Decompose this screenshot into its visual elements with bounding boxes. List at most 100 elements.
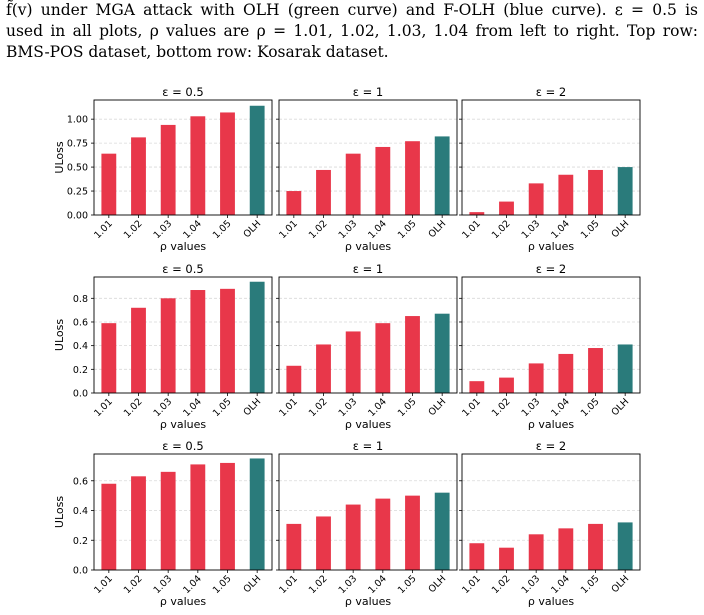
x-axis-label: ρ values xyxy=(528,418,575,431)
subplot-title: ε = 1 xyxy=(353,85,383,99)
subplot-title: ε = 0.5 xyxy=(162,85,203,99)
x-tick-label: 1.02 xyxy=(490,396,513,419)
bar xyxy=(375,146,391,215)
bar xyxy=(405,495,420,570)
x-tick-label: 1.05 xyxy=(211,218,234,241)
bar xyxy=(131,137,146,215)
bar xyxy=(558,353,574,393)
x-tick-label: 1.03 xyxy=(152,218,175,241)
x-tick-label: 1.05 xyxy=(579,573,602,596)
x-tick-label: 1.05 xyxy=(579,218,602,241)
bar xyxy=(316,344,331,393)
bar xyxy=(220,288,235,393)
bar xyxy=(588,169,603,215)
figure-caption: f̃(v) under MGA attack with OLH (green c… xyxy=(6,0,698,63)
x-tick-label: 1.02 xyxy=(490,573,513,596)
bar xyxy=(405,141,420,215)
bar-olh xyxy=(249,105,265,215)
y-tick-label: 0.2 xyxy=(73,365,88,376)
bar xyxy=(220,112,235,215)
bar xyxy=(558,174,574,215)
x-tick-label: 1.02 xyxy=(122,396,145,419)
bar-olh xyxy=(434,492,450,570)
x-tick-label: 1.04 xyxy=(549,396,572,419)
x-tick-label: 1.01 xyxy=(460,396,483,419)
bar xyxy=(499,201,514,215)
caption-line: used in all plots, ρ values are ρ = 1.01… xyxy=(6,22,698,40)
bar xyxy=(286,365,302,393)
y-tick-label: 0.25 xyxy=(67,187,88,198)
subplot: 1.01 1.02 1.03 1.04 1.05 OLH ε = 1 ρ values xyxy=(276,439,458,608)
y-tick-label: 0.6 xyxy=(73,476,88,487)
bar xyxy=(101,483,117,570)
bar xyxy=(160,471,176,570)
bar xyxy=(286,191,302,215)
subplot: 0.0 0.2 0.4 0.6 1.01 1.02 1.03 1.04 1.05 OLH ε = 0… xyxy=(53,439,273,608)
x-tick-label: 1.04 xyxy=(181,396,204,419)
bar xyxy=(558,528,574,570)
bar-olh xyxy=(617,167,633,215)
y-axis-label: ULoss xyxy=(53,319,66,351)
bar-olh xyxy=(249,458,265,570)
x-tick-label: 1.02 xyxy=(307,396,330,419)
y-tick-label: 0.4 xyxy=(73,341,88,352)
subplot-title: ε = 0.5 xyxy=(162,439,203,453)
bar xyxy=(101,153,117,215)
plot-frame xyxy=(461,453,641,571)
y-tick-label: 0.0 xyxy=(73,566,88,577)
bar xyxy=(469,381,485,393)
x-tick-label: OLH xyxy=(426,218,448,240)
bar xyxy=(405,316,420,393)
y-tick-label: 1.00 xyxy=(67,115,88,126)
y-tick-label: 0.4 xyxy=(73,506,88,517)
x-tick-label: 1.02 xyxy=(122,218,145,241)
bar xyxy=(528,363,544,393)
bar xyxy=(345,153,361,215)
x-tick-label: OLH xyxy=(241,396,263,418)
y-tick-label: 0.6 xyxy=(73,317,88,328)
bar-olh xyxy=(434,136,450,215)
x-tick-label: OLH xyxy=(609,218,631,240)
x-tick-label: 1.01 xyxy=(277,218,300,241)
subplot: 1.01 1.02 1.03 1.04 1.05 OLH ε = 1 ρ values xyxy=(276,262,458,431)
subplot: 1.01 1.02 1.03 1.04 1.05 OLH ε = 2 ρ values xyxy=(459,262,641,431)
bar xyxy=(316,516,331,570)
subplot-title: ε = 1 xyxy=(353,439,383,453)
y-axis-label: ULoss xyxy=(53,496,66,528)
x-axis-label: ρ values xyxy=(528,595,575,608)
bar xyxy=(131,476,146,570)
bar xyxy=(220,462,235,570)
x-tick-label: 1.05 xyxy=(211,396,234,419)
x-axis-label: ρ values xyxy=(345,240,392,253)
x-tick-label: OLH xyxy=(609,396,631,418)
bar xyxy=(375,323,391,393)
x-tick-label: 1.03 xyxy=(337,396,360,419)
x-tick-label: 1.01 xyxy=(92,573,115,596)
plot-frame xyxy=(278,453,458,571)
y-tick-label: 0.50 xyxy=(67,163,88,174)
x-tick-label: 1.05 xyxy=(396,573,419,596)
x-tick-label: 1.04 xyxy=(549,218,572,241)
y-tick-label: 0.75 xyxy=(67,139,88,150)
bar xyxy=(528,534,544,570)
bar xyxy=(499,377,514,393)
x-tick-label: 1.02 xyxy=(122,573,145,596)
x-axis-label: ρ values xyxy=(160,595,207,608)
bar xyxy=(101,323,117,393)
x-tick-label: 1.01 xyxy=(92,218,115,241)
y-tick-label: 0.8 xyxy=(73,294,88,305)
x-tick-label: 1.02 xyxy=(307,218,330,241)
subplot: 0.00 0.25 0.50 0.75 1.00 1.01 1.02 1.03 1.04 1.05… xyxy=(53,85,273,253)
x-tick-label: 1.03 xyxy=(337,573,360,596)
x-tick-label: 1.03 xyxy=(152,573,175,596)
plot-frame xyxy=(93,99,273,216)
y-tick-label: 0.2 xyxy=(73,536,88,547)
x-tick-label: 1.05 xyxy=(579,396,602,419)
x-tick-label: 1.01 xyxy=(460,573,483,596)
bar-olh xyxy=(617,344,633,393)
x-tick-label: OLH xyxy=(426,396,448,418)
y-tick-label: 0.0 xyxy=(73,389,88,400)
x-tick-label: 1.03 xyxy=(520,573,543,596)
y-tick-label: 0.00 xyxy=(67,211,88,222)
subplot: 1.01 1.02 1.03 1.04 1.05 OLH ε = 2 ρ values xyxy=(459,439,641,608)
